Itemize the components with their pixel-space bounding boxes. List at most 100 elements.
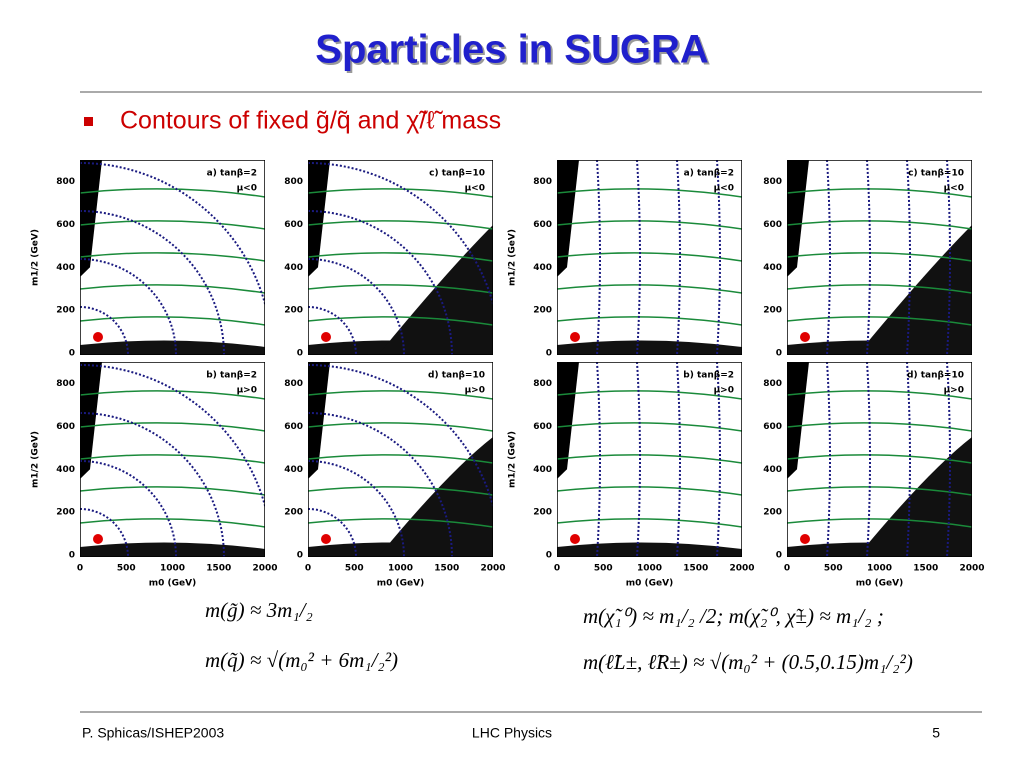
contour-dashed — [308, 508, 357, 557]
panel — [787, 160, 972, 355]
contour-dashed — [946, 362, 951, 557]
formula: m(χ̃₁⁰) ≈ m₁/₂ /2; m(χ̃₂⁰, χ̃±) ≈ m₁/₂ ; — [583, 604, 884, 628]
contour — [557, 518, 742, 528]
x-tick-label: 500 — [345, 564, 364, 574]
contour-dashed — [866, 160, 871, 355]
contour — [787, 422, 972, 432]
y-tick-label: 600 — [533, 220, 552, 230]
footer-right: 5 — [932, 725, 940, 741]
point — [570, 534, 580, 544]
panel-sign: μ<0 — [714, 184, 734, 194]
y-tick-label: 400 — [56, 263, 75, 273]
panel — [80, 160, 265, 355]
contour — [557, 422, 742, 432]
y-tick-label: 600 — [56, 220, 75, 230]
title: Sparticles in SUGRA — [315, 28, 708, 72]
y-tick-label: 0 — [546, 551, 552, 561]
contour — [80, 518, 265, 528]
contour-dashed — [596, 362, 601, 557]
x-tick-label: 2000 — [959, 564, 984, 574]
title-shadow: Sparticles in SUGRA — [317, 30, 710, 74]
contour — [557, 284, 742, 294]
excluded-region — [557, 542, 742, 557]
contour-dashed — [866, 362, 871, 557]
contour-dashed — [80, 210, 225, 355]
point — [570, 332, 580, 342]
x-tick-label: 1000 — [867, 564, 892, 574]
y-tick-label: 200 — [533, 508, 552, 518]
contour-dashed — [80, 306, 129, 355]
excluded-region — [557, 160, 579, 277]
excluded-region — [557, 340, 742, 355]
bullet-text: Contours of fixed g̃/q̃ and χ̃/ℓ̃ mass — [120, 107, 501, 135]
contour — [80, 316, 265, 326]
contour — [787, 220, 972, 230]
x-tick-label: 1500 — [913, 564, 938, 574]
y-tick-label: 600 — [284, 220, 303, 230]
x-axis-label: m0 (GeV) — [626, 579, 673, 589]
x-tick-label: 0 — [784, 564, 790, 574]
contour — [80, 188, 265, 198]
y-tick-label: 200 — [56, 508, 75, 518]
excluded-region — [308, 362, 330, 479]
y-tick-label: 0 — [297, 349, 303, 359]
contour — [308, 518, 493, 528]
y-tick-label: 800 — [56, 379, 75, 389]
contour — [308, 316, 493, 326]
excluded-region — [80, 160, 102, 277]
excluded-region — [80, 362, 102, 479]
panel-label: a) tanβ=2 — [207, 169, 257, 179]
y-tick-label: 600 — [56, 422, 75, 432]
y-tick-label: 800 — [533, 379, 552, 389]
formula: m(q̃) ≈ √(m₀² + 6m₁/₂²) — [205, 648, 398, 672]
y-tick-label: 200 — [284, 508, 303, 518]
panel — [308, 160, 493, 355]
x-tick-label: 500 — [824, 564, 843, 574]
contour-dashed — [826, 160, 831, 355]
y-tick-label: 0 — [297, 551, 303, 561]
y-tick-label: 400 — [533, 263, 552, 273]
contour — [80, 220, 265, 230]
contour — [557, 188, 742, 198]
y-tick-label: 800 — [56, 177, 75, 187]
y-tick-label: 800 — [284, 379, 303, 389]
panel-sign: μ<0 — [465, 184, 485, 194]
excluded-region — [308, 160, 330, 277]
excluded-region — [787, 362, 809, 479]
contour — [557, 486, 742, 496]
contour — [787, 486, 972, 496]
contour-dashed — [676, 362, 681, 557]
y-tick-label: 600 — [284, 422, 303, 432]
contour — [787, 390, 972, 400]
panel-label: b) tanβ=2 — [683, 371, 734, 381]
y-tick-label: 800 — [533, 177, 552, 187]
excluded-region — [557, 362, 579, 479]
panel — [80, 362, 265, 557]
x-tick-label: 1000 — [637, 564, 662, 574]
y-tick-label: 600 — [533, 422, 552, 432]
contour — [80, 252, 265, 262]
contour — [787, 518, 972, 528]
contour — [308, 284, 493, 294]
contour — [557, 316, 742, 326]
x-tick-label: 500 — [594, 564, 613, 574]
y-tick-label: 0 — [69, 551, 75, 561]
contour — [80, 454, 265, 464]
y-tick-label: 200 — [763, 306, 782, 316]
formula: m(g̃) ≈ 3m₁/₂ — [205, 598, 313, 622]
contour — [557, 252, 742, 262]
x-tick-label: 1500 — [683, 564, 708, 574]
panel-label: d) tanβ=10 — [907, 371, 964, 381]
y-tick-label: 800 — [284, 177, 303, 187]
y-tick-label: 0 — [776, 349, 782, 359]
contour — [308, 252, 493, 262]
x-axis-label: m0 (GeV) — [856, 579, 903, 589]
excluded-region — [378, 437, 493, 557]
point — [800, 332, 810, 342]
panel-sign: μ<0 — [944, 184, 964, 194]
x-axis-label: m0 (GeV) — [149, 579, 196, 589]
panel-sign: μ>0 — [944, 386, 964, 396]
y-axis-label: m1/2 (GeV) — [508, 431, 518, 488]
contour — [557, 454, 742, 464]
x-tick-label: 2000 — [252, 564, 277, 574]
